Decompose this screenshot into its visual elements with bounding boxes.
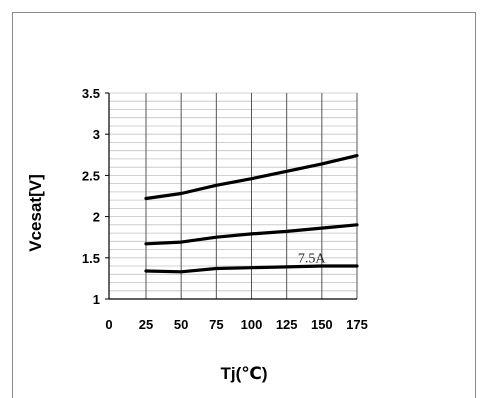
y-tick-label: 3 — [93, 127, 100, 142]
x-tick-label: 25 — [139, 317, 153, 332]
annotations: 7.5A — [298, 252, 327, 267]
y-tick-labels: 1 1.5 2 2.5 3 3.5 — [82, 86, 100, 307]
axes — [105, 92, 357, 300]
chart-frame — [12, 12, 476, 398]
x-tick-label: 175 — [346, 317, 368, 332]
grid-lines — [109, 92, 358, 300]
series-lines — [144, 154, 359, 274]
y-tick-label: 1.5 — [82, 251, 100, 266]
x-tick-label: 100 — [241, 317, 263, 332]
x-axis-title: Tj(℃) — [220, 364, 267, 383]
annotation-label: 7.5A — [298, 252, 327, 267]
series-line-2 — [144, 223, 359, 246]
x-tick-label: 0 — [105, 317, 112, 332]
y-axis-title: Vcesat[V] — [26, 174, 45, 251]
series-line-1 — [144, 154, 359, 201]
x-tick-label: 125 — [276, 317, 298, 332]
x-tick-label: 75 — [209, 317, 223, 332]
x-tick-label: 150 — [311, 317, 333, 332]
x-tick-label: 50 — [174, 317, 188, 332]
y-tick-label: 1 — [93, 292, 100, 307]
x-tick-labels: 0 25 50 75 100 125 150 175 — [105, 317, 367, 332]
y-tick-label: 2 — [93, 210, 100, 225]
series-line-3 — [144, 264, 359, 274]
y-tick-label: 2.5 — [82, 168, 100, 183]
y-tick-label: 3.5 — [82, 86, 100, 101]
